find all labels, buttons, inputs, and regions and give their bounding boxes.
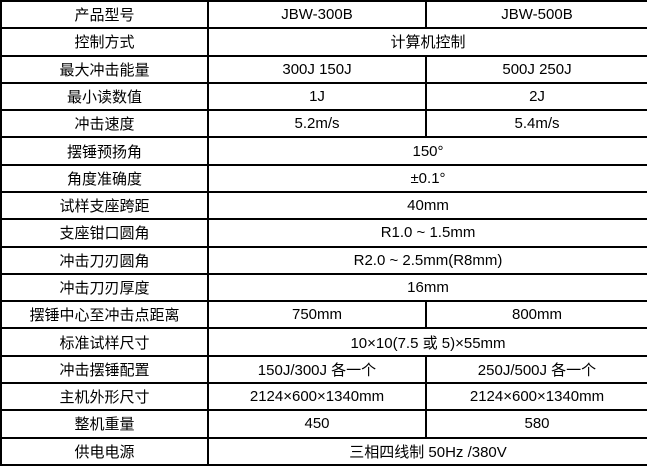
value-cell-merged: 40mm (207, 190, 647, 221)
value-cell: 5.2m/s (207, 109, 427, 139)
row-label-cell: 角度准确度 (0, 163, 209, 193)
row-label-cell: 摆锤预扬角 (0, 136, 209, 166)
row-label-cell: 冲击刀刃圆角 (0, 245, 209, 275)
table-row: 冲击刀刃厚度 16mm (0, 272, 647, 303)
table-row: 控制方式 计算机控制 (0, 27, 647, 57)
table-row: 摆锤预扬角 150° (0, 136, 647, 166)
value-cell: 250J/500J 各一个 (425, 354, 647, 384)
row-label-cell: 主机外形尺寸 (0, 381, 209, 412)
table-row: 最小读数值 1J 2J (0, 81, 647, 112)
table-row: 摆锤中心至冲击点距离 750mm 800mm (0, 300, 647, 330)
value-cell: 5.4m/s (425, 109, 647, 139)
value-cell: 2J (425, 81, 647, 112)
row-label-cell: 摆锤中心至冲击点距离 (0, 300, 209, 330)
value-cell-merged: 150° (207, 136, 647, 166)
value-cell-merged: 10×10(7.5 或 5)×55mm (207, 327, 647, 357)
value-cell: 2124×600×1340mm (207, 381, 427, 412)
value-cell-merged: R2.0 ~ 2.5mm(R8mm) (207, 245, 647, 275)
value-cell: JBW-500B (425, 0, 647, 30)
row-label-cell: 最大冲击能量 (0, 54, 209, 84)
value-cell: 750mm (207, 300, 427, 330)
row-label-cell: 冲击速度 (0, 109, 209, 139)
value-cell-merged: 计算机控制 (207, 27, 647, 57)
table-row: 冲击刀刃圆角 R2.0 ~ 2.5mm(R8mm) (0, 245, 647, 275)
value-cell: 300J 150J (207, 54, 427, 84)
row-label-cell: 整机重量 (0, 409, 209, 439)
row-label-cell: 最小读数值 (0, 81, 209, 112)
table-row: 标准试样尺寸 10×10(7.5 或 5)×55mm (0, 327, 647, 357)
row-label-cell: 产品型号 (0, 0, 209, 30)
value-cell: JBW-300B (207, 0, 427, 30)
value-cell: 1J (207, 81, 427, 112)
row-label-cell: 供电电源 (0, 436, 209, 466)
value-cell-merged: R1.0 ~ 1.5mm (207, 218, 647, 248)
row-label-cell: 试样支座跨距 (0, 190, 209, 221)
row-label-cell: 标准试样尺寸 (0, 327, 209, 357)
table-row: 供电电源 三相四线制 50Hz /380V (0, 436, 647, 466)
table-row: 最大冲击能量 300J 150J 500J 250J (0, 54, 647, 84)
row-label-cell: 冲击刀刃厚度 (0, 272, 209, 303)
table-row: 冲击速度 5.2m/s 5.4m/s (0, 109, 647, 139)
value-cell-merged: ±0.1° (207, 163, 647, 193)
table-row: 整机重量 450 580 (0, 409, 647, 439)
table-row: 主机外形尺寸 2124×600×1340mm 2124×600×1340mm (0, 381, 647, 412)
value-cell: 800mm (425, 300, 647, 330)
value-cell: 150J/300J 各一个 (207, 354, 427, 384)
value-cell-merged: 16mm (207, 272, 647, 303)
table-row: 产品型号 JBW-300B JBW-500B (0, 0, 647, 30)
value-cell: 450 (207, 409, 427, 439)
row-label-cell: 冲击摆锤配置 (0, 354, 209, 384)
table-row: 角度准确度 ±0.1° (0, 163, 647, 193)
row-label-cell: 支座钳口圆角 (0, 218, 209, 248)
value-cell: 580 (425, 409, 647, 439)
value-cell-merged: 三相四线制 50Hz /380V (207, 436, 647, 466)
value-cell: 2124×600×1340mm (425, 381, 647, 412)
row-label-cell: 控制方式 (0, 27, 209, 57)
value-cell: 500J 250J (425, 54, 647, 84)
table-row: 冲击摆锤配置 150J/300J 各一个 250J/500J 各一个 (0, 354, 647, 384)
table-row: 试样支座跨距 40mm (0, 190, 647, 221)
table-row: 支座钳口圆角 R1.0 ~ 1.5mm (0, 218, 647, 248)
